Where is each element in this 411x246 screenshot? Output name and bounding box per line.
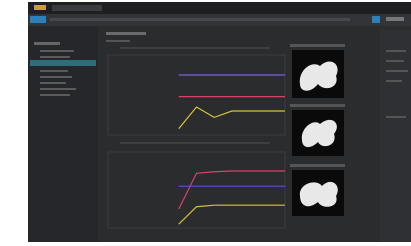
chart-header (120, 47, 270, 49)
sidebar-item[interactable] (40, 88, 76, 90)
panel-subheading (106, 40, 130, 42)
panel-heading (106, 32, 146, 35)
chart-header (120, 142, 270, 144)
sidebar-heading (34, 42, 60, 45)
sidebar-item[interactable] (40, 50, 74, 52)
right-panel-item (386, 70, 408, 72)
logo (34, 5, 46, 10)
toolbar-button[interactable] (30, 16, 46, 23)
sidebar-item[interactable] (40, 94, 70, 96)
screenshot (0, 0, 411, 246)
sidebar-item[interactable] (40, 56, 70, 58)
sidebar (28, 26, 98, 242)
image-thumbnail (290, 164, 345, 216)
sidebar-item[interactable] (40, 82, 66, 84)
thumbnail-caption (290, 104, 345, 107)
sidebar-item-selected[interactable] (30, 60, 96, 66)
right-panel-item (386, 60, 404, 62)
thumbnail-caption (290, 44, 345, 47)
thumbnail-shape (300, 182, 338, 207)
image-thumbnail (290, 104, 345, 156)
image-thumbnail (290, 44, 345, 98)
sidebar-item[interactable] (40, 70, 68, 72)
right-panel-item (386, 80, 402, 82)
sidebar-item[interactable] (40, 76, 72, 78)
right-panel-item (386, 50, 406, 52)
address-field[interactable] (50, 18, 350, 21)
toolbar-icons (386, 17, 404, 21)
tab[interactable] (52, 5, 102, 11)
right-panel-item (386, 116, 406, 118)
thumbnail-caption (290, 164, 345, 167)
toolbar-button[interactable] (372, 16, 380, 23)
